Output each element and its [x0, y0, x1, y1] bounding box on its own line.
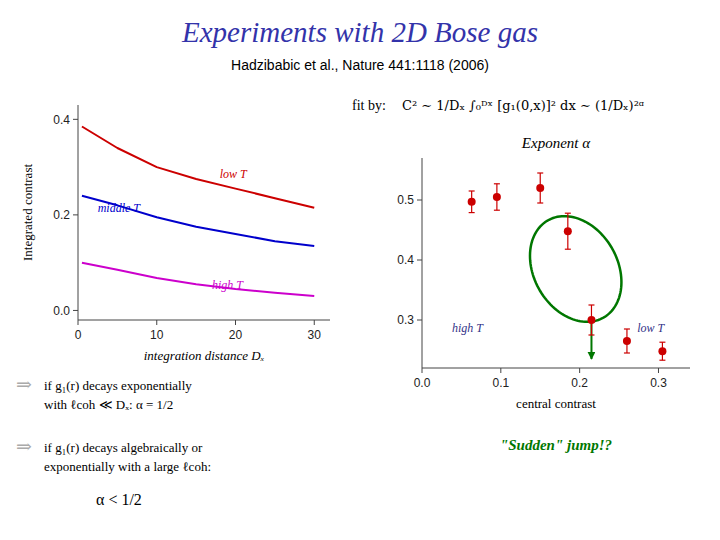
x-axis-label: central contrast: [516, 396, 596, 411]
x-tick-label: 0.0: [414, 376, 431, 390]
error-bar: [587, 305, 595, 335]
x-tick: [500, 368, 501, 373]
error-bar-cap: [624, 328, 630, 329]
x-tick-label: 0: [75, 328, 82, 342]
x-tick: [78, 320, 79, 325]
error-bar-cap: [469, 190, 475, 191]
note-text: ⇒: [16, 436, 32, 457]
y-axis-line: [422, 158, 423, 368]
title: Experiments with 2D Bose gas: [181, 16, 538, 48]
annotation: low T: [637, 321, 665, 335]
axes: 0.0 0.1 0.2 0.3 0.3 0.4 0.5 central contrast: [397, 158, 690, 411]
y-tick-label: 0.5: [397, 193, 414, 207]
error-bar-cap: [624, 352, 630, 353]
x-tick-label: 0.1: [492, 376, 509, 390]
y-tick: [417, 200, 422, 201]
note-text: "Sudden" jump!?: [500, 437, 612, 453]
note-text: ⇒: [16, 374, 32, 395]
point: [658, 347, 666, 355]
x-tick-label: 30: [308, 328, 322, 342]
point: [536, 184, 544, 192]
error-bar-cap: [588, 334, 594, 335]
x-tick: [579, 368, 580, 373]
point: [564, 227, 572, 235]
y-tick-label: 0.2: [53, 208, 70, 222]
y-tick: [417, 260, 422, 261]
curve-label: high T: [212, 278, 244, 292]
error-bar-cap: [537, 172, 543, 173]
error-bar-cap: [537, 202, 543, 203]
error-bar-cap: [659, 342, 665, 343]
error-bar-cap: [588, 304, 594, 305]
note-text: α < 1/2: [96, 491, 142, 508]
error-bar-cap: [565, 213, 571, 214]
y-tick-label: 0.0: [53, 304, 70, 318]
point: [493, 193, 501, 201]
x-tick: [314, 320, 315, 325]
annotation: high T: [452, 321, 484, 335]
x-tick: [658, 368, 659, 373]
note-text: if g₁(r) decays exponentially: [44, 378, 192, 393]
error-bar: [493, 184, 501, 210]
x-axis-label: integration distance Dₓ: [144, 348, 265, 363]
y-tick-label: 0.3: [397, 313, 414, 327]
figure: Experiments with 2D Bose gas Hadzibabic e…: [0, 0, 720, 540]
curve: [82, 127, 314, 208]
y-tick-label: 0.4: [53, 113, 70, 127]
note-text: if g₁(r) decays algebraically or: [44, 440, 203, 455]
error-bar: [658, 342, 666, 360]
error-bar: [536, 173, 544, 203]
plot-title: Exponent α: [521, 135, 591, 151]
point: [587, 316, 595, 324]
curve: [82, 196, 314, 246]
y-tick: [73, 119, 78, 120]
x-tick: [156, 320, 157, 325]
subtitle: Hadzibabic et al., Nature 441:1118 (2006…: [231, 57, 489, 73]
x-tick-label: 20: [229, 328, 243, 342]
error-bar-cap: [659, 360, 665, 361]
ellipse: [530, 216, 621, 322]
error-bar-cap: [494, 210, 500, 211]
x-axis-line: [422, 368, 690, 369]
point: [623, 337, 631, 345]
error-bar-cap: [469, 212, 475, 213]
curve: [82, 263, 314, 296]
axes: 0 10 20 30 0.0 0.2 0.4 integration distance Dₓ I…: [20, 105, 330, 363]
error-bar: [468, 191, 476, 213]
plot-area: [82, 127, 314, 297]
y-axis-label: Integrated contrast: [20, 164, 35, 261]
y-axis-line: [78, 105, 79, 320]
x-tick-label: 0.2: [571, 376, 588, 390]
point: [468, 198, 476, 206]
x-tick-label: 10: [150, 328, 164, 342]
plot-area: [468, 173, 667, 360]
curve-label: low T: [220, 167, 248, 181]
note-text: C² ∼ 1/Dₓ ∫₀ᴰˣ [g₁(0,x)]² dx ∼ (1/Dₓ)²ᵅ: [402, 98, 644, 113]
note-text: exponentially with a large ℓcoh:: [44, 459, 211, 474]
y-tick: [73, 214, 78, 215]
y-tick-label: 0.4: [397, 253, 414, 267]
note-text: fit by:: [352, 98, 386, 113]
error-bar: [564, 213, 572, 249]
x-axis-line: [78, 320, 330, 321]
x-tick-label: 0.3: [650, 376, 667, 390]
x-tick: [235, 320, 236, 325]
y-tick: [417, 320, 422, 321]
note-text: with ℓcoh ≪ Dₓ: α = 1/2: [44, 397, 173, 412]
x-tick: [422, 368, 423, 373]
y-tick: [73, 310, 78, 311]
error-bar-cap: [494, 183, 500, 184]
curve-label: middle T: [98, 201, 142, 215]
error-bar: [623, 329, 631, 353]
error-bar-cap: [565, 249, 571, 250]
